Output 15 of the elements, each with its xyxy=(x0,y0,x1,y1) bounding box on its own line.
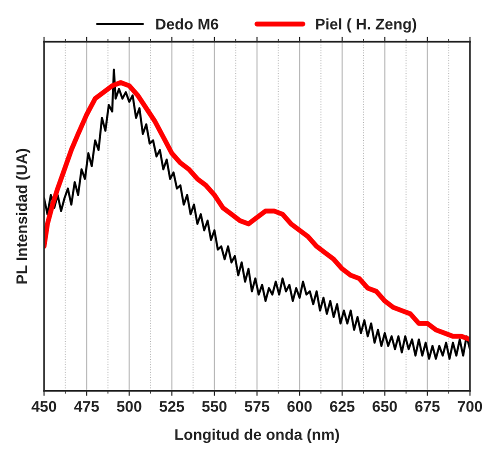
x-tick-label: 600 xyxy=(287,401,312,412)
x-tick-label: 700 xyxy=(458,401,482,412)
x-tick-label: 550 xyxy=(202,401,227,412)
x-tick-label: 500 xyxy=(116,401,142,412)
x-tick-label: 675 xyxy=(415,401,440,412)
legend-label: Dedo M6 xyxy=(156,18,218,30)
x-tick-label: 625 xyxy=(330,401,355,412)
y-axis-title: PL Intensidad (UA) xyxy=(16,148,30,284)
x-axis-title: Longitud de onda (nm) xyxy=(175,428,339,444)
x-tick-label: 450 xyxy=(32,401,56,412)
x-tick-label: 525 xyxy=(160,401,184,412)
x-tick-label: 650 xyxy=(372,401,397,412)
x-tick-label: 575 xyxy=(244,401,270,412)
x-tick-label: 475 xyxy=(74,401,99,412)
legend-label: Piel ( H. Zeng) xyxy=(316,18,416,33)
